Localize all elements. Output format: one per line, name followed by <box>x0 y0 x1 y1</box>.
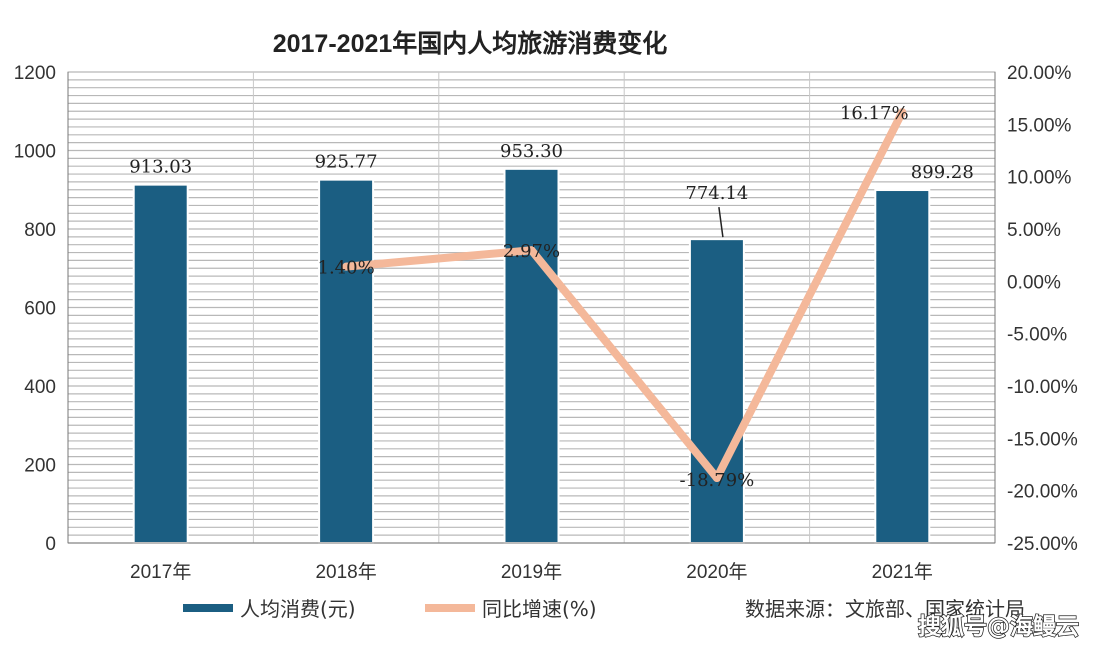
growth-point <box>712 474 721 483</box>
growth-line <box>345 110 906 483</box>
line-data-label: 16.17% <box>840 103 909 124</box>
legend-bar-label: 人均消费(元) <box>240 597 356 621</box>
leader-line <box>718 207 724 238</box>
bar <box>503 167 560 544</box>
source-note: 数据来源：文旅部、国家统计局 <box>745 597 1025 621</box>
legend: 人均消费(元) 同比增速(%) <box>183 597 597 621</box>
right-tick-label: -10.00% <box>1007 377 1078 398</box>
right-tick-label: -5.00% <box>1007 325 1067 346</box>
right-tick-label: -20.00% <box>1007 482 1078 503</box>
growth-point <box>342 262 351 271</box>
right-tick-label: 0.00% <box>1007 272 1061 293</box>
bar-data-label: 913.03 <box>129 157 192 178</box>
legend-line-label: 同比增速(%) <box>482 597 597 621</box>
bar <box>874 189 931 544</box>
left-tick-label: 600 <box>24 299 56 320</box>
bar-data-label: 953.30 <box>500 141 563 162</box>
right-tick-label: 20.00% <box>1007 63 1072 84</box>
bar <box>132 183 189 545</box>
right-tick-label: -25.00% <box>1007 534 1078 555</box>
left-tick-label: 400 <box>24 377 56 398</box>
line-data-label: -18.79% <box>680 470 755 491</box>
right-tick-label: 5.00% <box>1007 220 1061 241</box>
right-tick-label: 15.00% <box>1007 115 1072 136</box>
left-tick-label: 200 <box>24 456 56 477</box>
x-tick-label: 2021年 <box>872 561 933 583</box>
left-tick-label: 1000 <box>14 142 56 163</box>
line-data-label: 2.97% <box>503 241 560 262</box>
bar-data-label: 899.28 <box>911 162 974 183</box>
bar-data-label: 925.77 <box>315 152 378 173</box>
right-tick-label: -15.00% <box>1007 429 1078 450</box>
bar <box>688 238 745 544</box>
left-tick-label: 800 <box>24 220 56 241</box>
right-tick-label: 10.00% <box>1007 168 1072 189</box>
watermark: 搜狐号@海鳗云 <box>918 613 1079 640</box>
chart-title: 2017-2021年国内人均旅游消费变化 <box>273 29 668 58</box>
left-tick-label: 0 <box>45 534 56 555</box>
bar-data-label: 774.14 <box>685 183 748 204</box>
growth-point <box>898 108 907 117</box>
legend-bar-swatch <box>183 604 233 612</box>
x-tick-label: 2019年 <box>501 561 562 583</box>
legend-line-swatch <box>425 604 475 612</box>
x-tick-label: 2018年 <box>315 561 376 583</box>
x-tick-label: 2017年 <box>130 561 191 583</box>
x-tick-label: 2020年 <box>686 561 747 583</box>
bar <box>318 178 375 544</box>
growth-point <box>527 246 536 255</box>
line-data-label: 1.40% <box>318 258 375 279</box>
left-tick-label: 1200 <box>14 63 56 84</box>
